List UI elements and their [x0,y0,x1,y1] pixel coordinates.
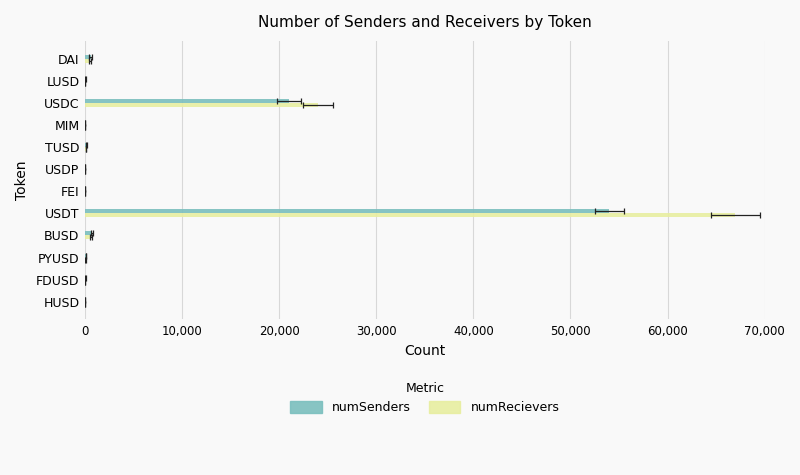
Bar [85,209,610,213]
Bar [85,231,92,236]
Bar [85,213,735,217]
Bar [85,58,90,63]
Title: Number of Senders and Receivers by Token: Number of Senders and Receivers by Token [258,15,592,30]
Bar [85,103,318,107]
Bar [85,236,91,239]
Y-axis label: Token: Token [15,161,29,200]
Bar [85,147,86,151]
Bar [85,143,86,147]
Bar [85,55,91,58]
X-axis label: Count: Count [404,343,446,358]
Bar [85,99,289,103]
Legend: numSenders, numRecievers: numSenders, numRecievers [284,376,566,420]
